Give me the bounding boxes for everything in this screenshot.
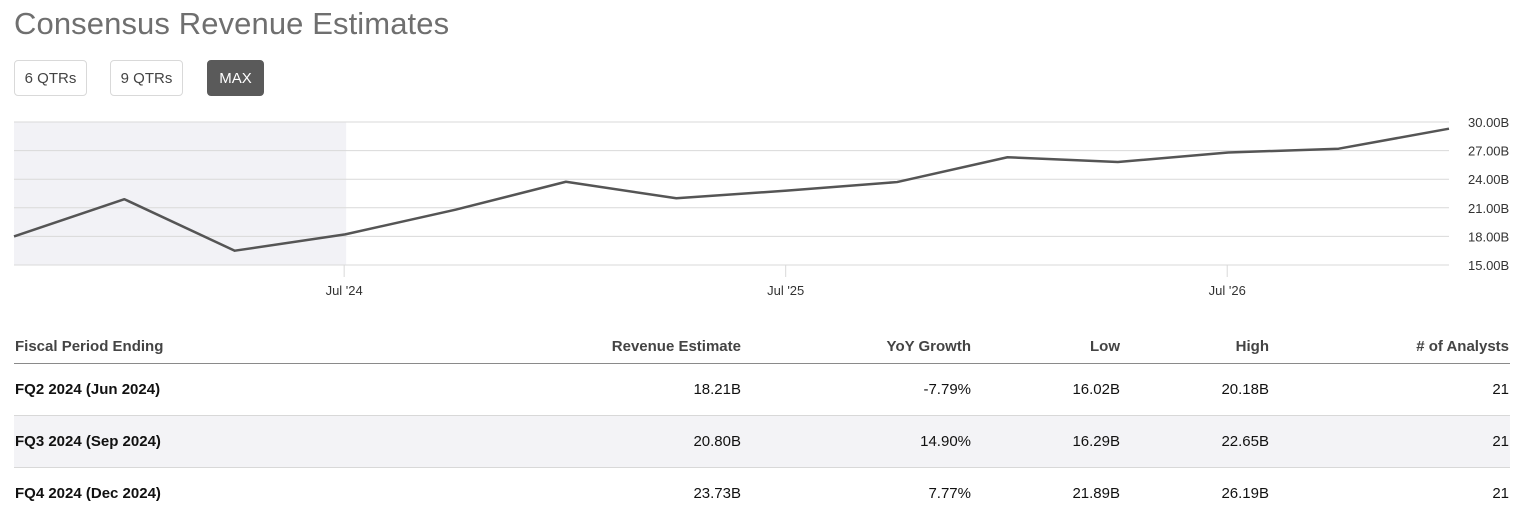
table-row: FQ2 2024 (Jun 2024) 18.21B -7.79% 16.02B… bbox=[14, 364, 1510, 416]
cell-yoy: -7.79% bbox=[923, 381, 971, 398]
table-row: FQ3 2024 (Sep 2024) 20.80B 14.90% 16.29B… bbox=[14, 416, 1510, 468]
cell-yoy: 7.77% bbox=[928, 485, 971, 502]
header-low[interactable]: Low bbox=[1090, 338, 1120, 355]
y-tick-label: 18.00B bbox=[1468, 229, 1509, 244]
cell-high: 20.18B bbox=[1221, 381, 1269, 398]
cell-analysts: 21 bbox=[1492, 433, 1509, 450]
x-tick-label: Jul '26 bbox=[1209, 283, 1246, 298]
x-tick-label: Jul '25 bbox=[767, 283, 804, 298]
cell-revenue: 18.21B bbox=[693, 381, 741, 398]
revenue-chart: 30.00B 27.00B 24.00B 21.00B 18.00B 15.00B Jul … bbox=[0, 110, 1538, 310]
header-analysts[interactable]: # of Analysts bbox=[1416, 338, 1509, 355]
cell-revenue: 23.73B bbox=[693, 485, 741, 502]
header-yoy-growth[interactable]: YoY Growth bbox=[886, 338, 971, 355]
cell-revenue: 20.80B bbox=[693, 433, 741, 450]
cell-low: 16.29B bbox=[1072, 433, 1120, 450]
cell-high: 26.19B bbox=[1221, 485, 1269, 502]
y-tick-label: 24.00B bbox=[1468, 172, 1509, 187]
page-title: Consensus Revenue Estimates bbox=[14, 6, 450, 41]
header-high[interactable]: High bbox=[1235, 338, 1269, 355]
range-max-button[interactable]: MAX bbox=[207, 60, 264, 96]
header-fiscal-period[interactable]: Fiscal Period Ending bbox=[15, 338, 164, 355]
x-tick-label: Jul '24 bbox=[326, 283, 363, 298]
historical-shade bbox=[14, 122, 347, 265]
y-tick-label: 27.00B bbox=[1468, 144, 1509, 159]
y-tick-label: 30.00B bbox=[1468, 115, 1509, 130]
cell-period: FQ4 2024 (Dec 2024) bbox=[15, 485, 161, 502]
range-6-qtrs-button[interactable]: 6 QTRs bbox=[14, 60, 87, 96]
cell-low: 21.89B bbox=[1072, 485, 1120, 502]
cell-analysts: 21 bbox=[1492, 485, 1509, 502]
cell-high: 22.65B bbox=[1221, 433, 1269, 450]
cell-analysts: 21 bbox=[1492, 381, 1509, 398]
header-revenue-estimate[interactable]: Revenue Estimate bbox=[611, 338, 741, 355]
table-header-row: Fiscal Period Ending Revenue Estimate Yo… bbox=[14, 328, 1510, 364]
y-tick-label: 15.00B bbox=[1468, 258, 1509, 273]
cell-period: FQ3 2024 (Sep 2024) bbox=[15, 433, 161, 450]
revenue-line bbox=[13, 127, 1450, 252]
cell-low: 16.02B bbox=[1072, 381, 1120, 398]
table-row: FQ4 2024 (Dec 2024) 23.73B 7.77% 21.89B … bbox=[14, 468, 1510, 519]
cell-period: FQ2 2024 (Jun 2024) bbox=[15, 381, 161, 398]
estimates-table: Fiscal Period Ending Revenue Estimate Yo… bbox=[14, 328, 1510, 519]
range-9-qtrs-button[interactable]: 9 QTRs bbox=[110, 60, 183, 96]
cell-yoy: 14.90% bbox=[920, 433, 971, 450]
y-tick-label: 21.00B bbox=[1468, 201, 1509, 216]
revenue-chart-svg: 30.00B 27.00B 24.00B 21.00B 18.00B 15.00B Jul … bbox=[13, 115, 1509, 298]
